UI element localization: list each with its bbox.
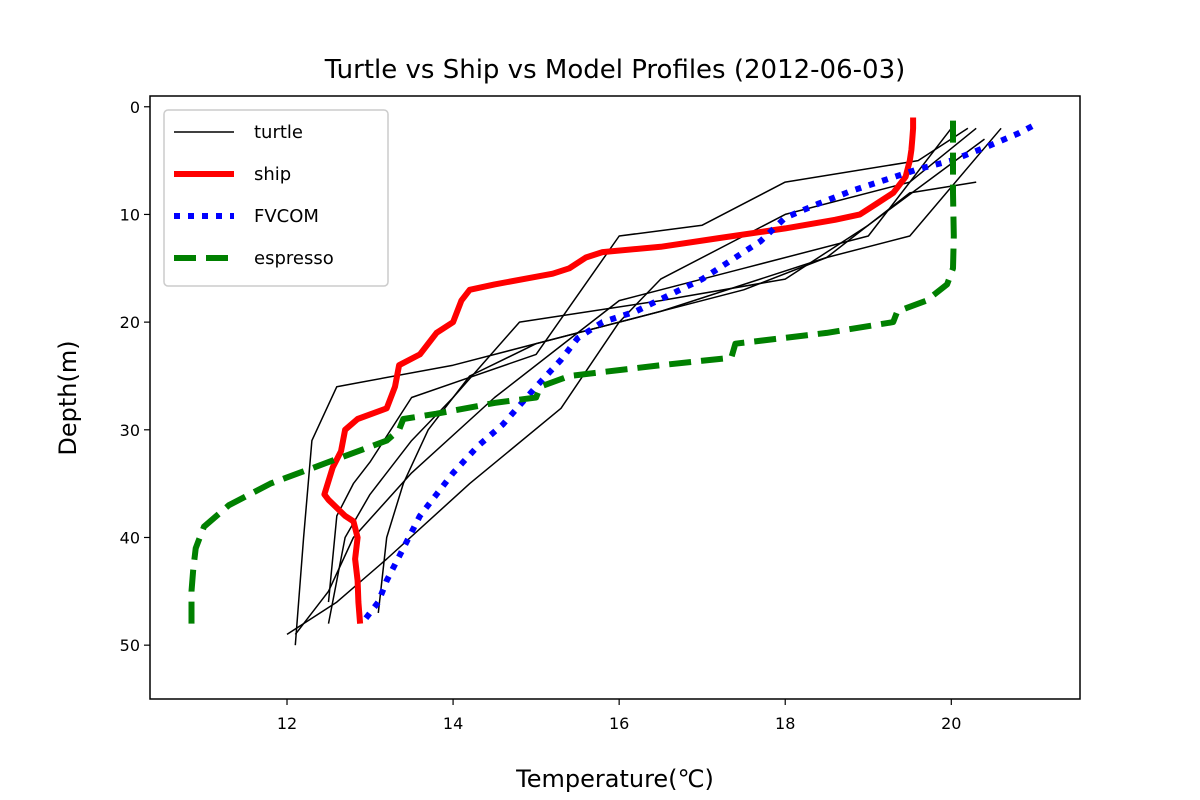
x-axis-label: Temperature(℃): [515, 765, 714, 793]
y-tick-label: 30: [120, 421, 140, 440]
x-tick-label: 16: [609, 714, 629, 733]
turtle-line-6: [377, 181, 977, 613]
chart-title: Turtle vs Ship vs Model Profiles (2012-0…: [324, 55, 906, 85]
ticks-layer: 12 14 16 18 20 0 10 20 30 40 50: [120, 98, 962, 733]
x-tick-label: 14: [443, 714, 463, 733]
legend-label-turtle: turtle: [254, 122, 303, 143]
x-tick-label: 18: [775, 714, 795, 733]
y-tick-label: 50: [120, 636, 140, 655]
legend-label-espresso: espresso: [254, 248, 334, 269]
series-layer: [188, 117, 1040, 646]
turtle-line-2: [294, 127, 952, 635]
y-axis-label: Depth(m): [54, 340, 82, 455]
x-tick-label: 12: [277, 714, 297, 733]
x-tick-label: 20: [941, 714, 961, 733]
turtle-line-5: [327, 138, 985, 624]
turtle-line-4: [327, 127, 969, 603]
y-tick-label: 40: [120, 528, 140, 547]
plot-frame: [149, 95, 1081, 700]
legend-frame: [163, 109, 389, 287]
turtle-line-3: [294, 127, 1002, 646]
y-tick-label: 20: [120, 313, 140, 332]
ship-line: [321, 117, 917, 624]
legend: turtle ship FVCOM espresso: [163, 109, 389, 287]
legend-label-ship: ship: [254, 164, 291, 185]
espresso-line: [188, 117, 957, 624]
y-tick-label: 10: [120, 205, 140, 224]
y-tick-label: 0: [130, 98, 140, 117]
legend-label-fvcom: FVCOM: [254, 206, 319, 227]
